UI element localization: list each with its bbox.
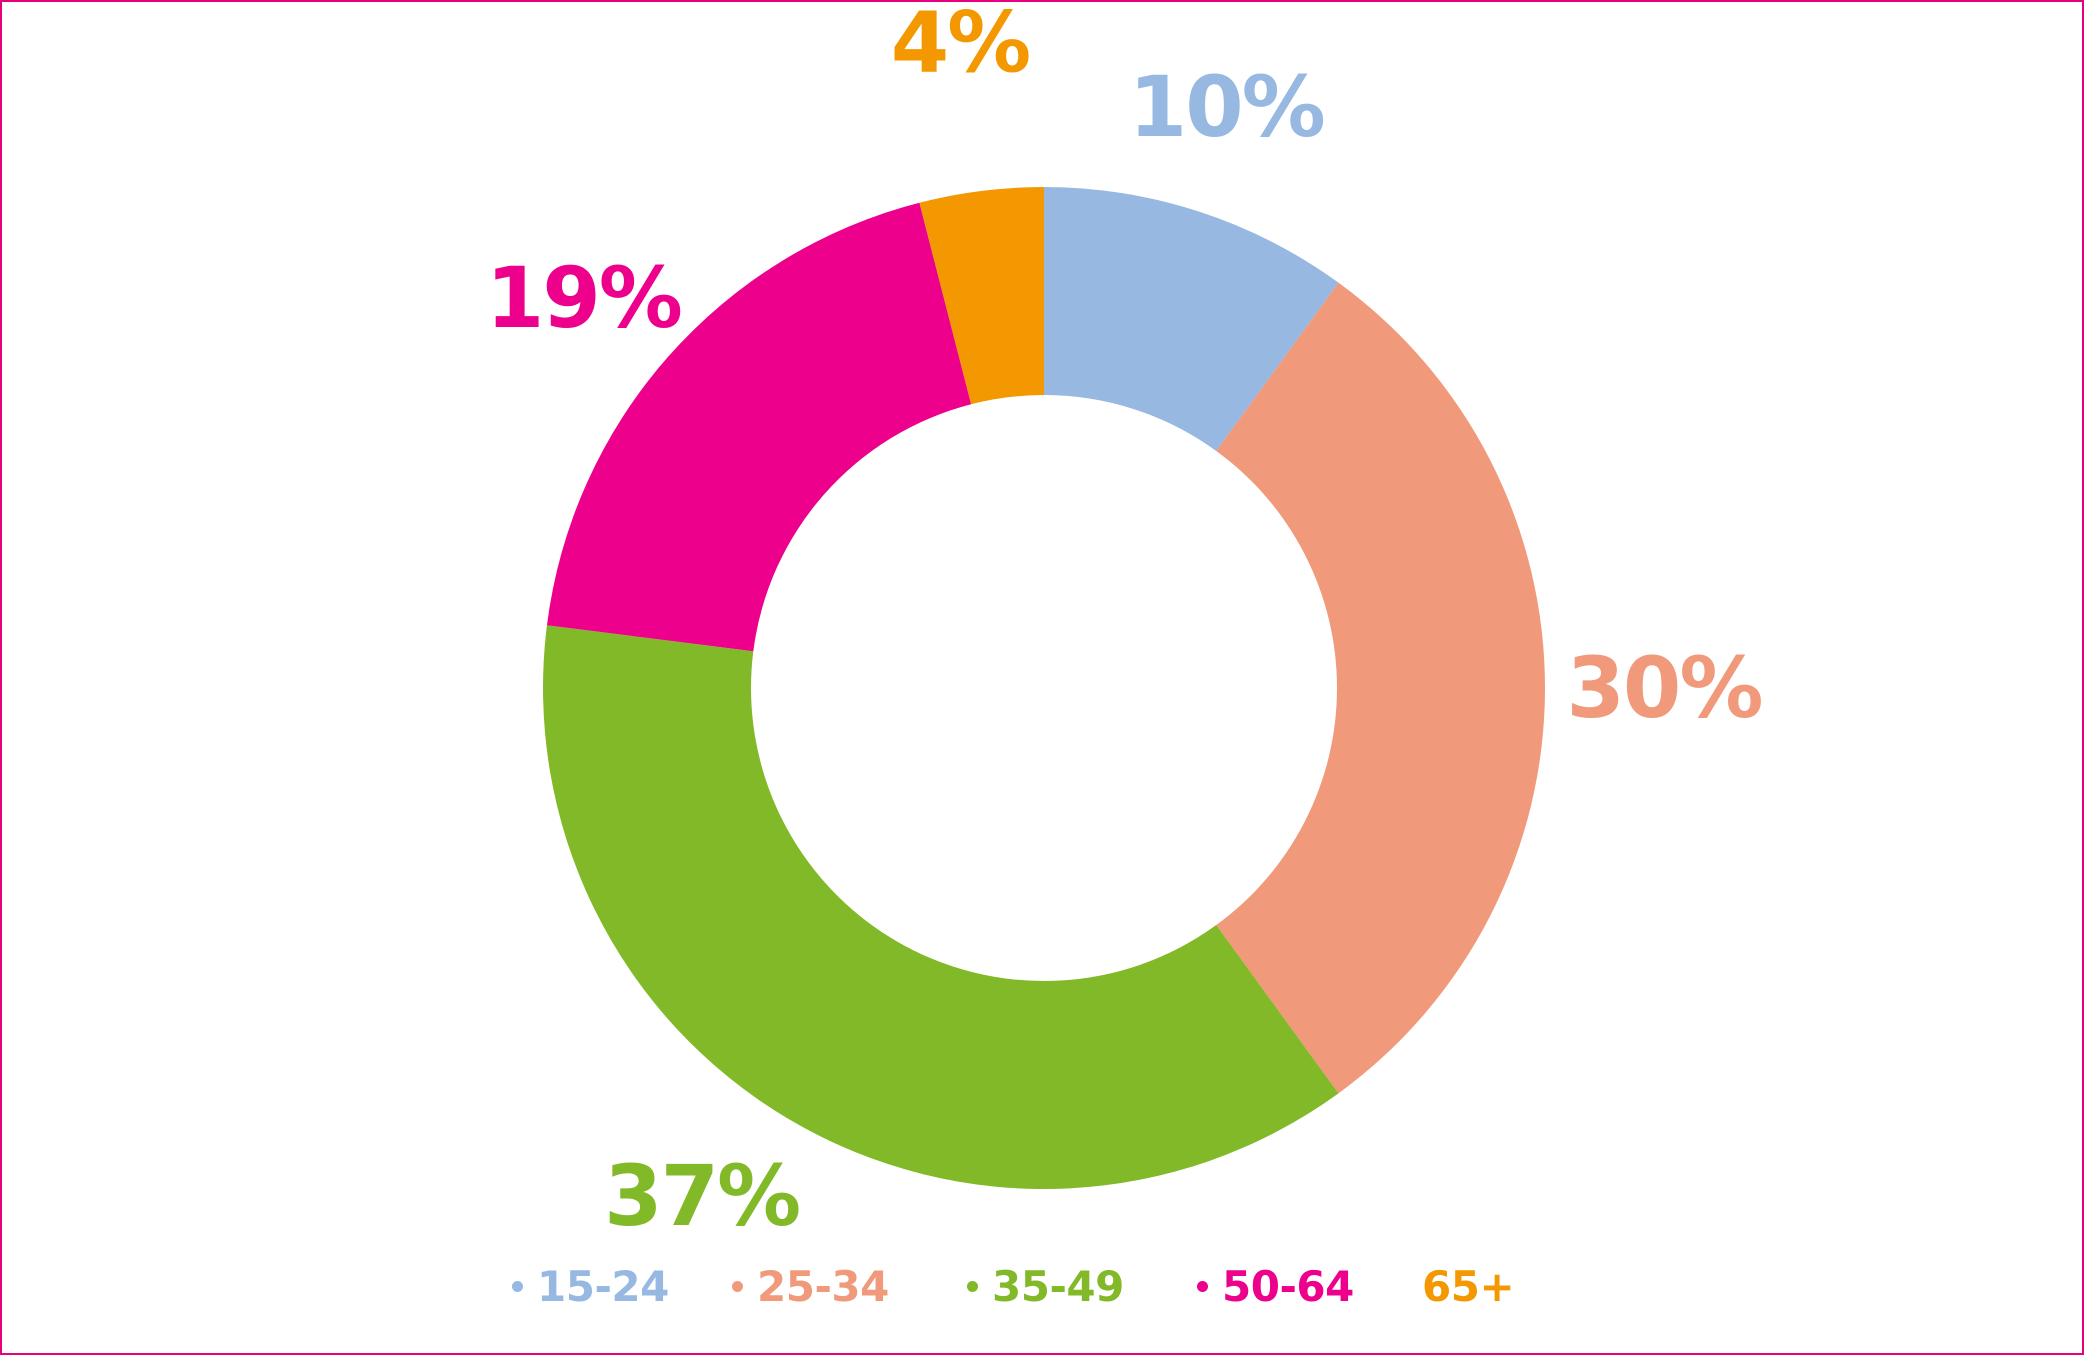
- donut-slice-35-49: [543, 625, 1339, 1189]
- legend-label: 15-24: [537, 1262, 669, 1311]
- legend-label: 65+: [1422, 1262, 1515, 1311]
- legend-label: 50-64: [1222, 1262, 1354, 1311]
- donut-slice-25-34: [1216, 282, 1545, 1094]
- legend-marker: [967, 1281, 978, 1292]
- legend-item-25-34: 25-34: [732, 1262, 889, 1311]
- value-label-50-64: 19%: [486, 249, 681, 347]
- donut-slice-50-64: [546, 202, 972, 652]
- donut-slices: [543, 187, 1545, 1189]
- donut-slice-15-24: [1044, 187, 1339, 451]
- legend-marker: [732, 1281, 743, 1292]
- value-label-15-24: 10%: [1129, 58, 1324, 156]
- legend-item-15-24: 15-24: [512, 1262, 669, 1311]
- donut-value-labels: 10% 30% 37% 19% 4%: [486, 2, 1764, 1245]
- legend-item-65-plus: 65+: [1422, 1262, 1515, 1311]
- legend-label: 25-34: [757, 1262, 889, 1311]
- legend-marker: [512, 1281, 523, 1292]
- legend: 15-24 25-34 35-49 50-64 65+: [2, 1262, 2084, 1322]
- value-label-25-34: 30%: [1566, 639, 1761, 737]
- value-label-35-49: 37%: [604, 1147, 799, 1245]
- legend-item-35-49: 35-49: [967, 1262, 1124, 1311]
- legend-label: 35-49: [992, 1262, 1124, 1311]
- value-label-65-plus: 4%: [891, 2, 1030, 92]
- legend-item-50-64: 50-64: [1197, 1262, 1354, 1311]
- legend-marker: [1197, 1281, 1208, 1292]
- donut-slice-65-plus: [919, 187, 1044, 405]
